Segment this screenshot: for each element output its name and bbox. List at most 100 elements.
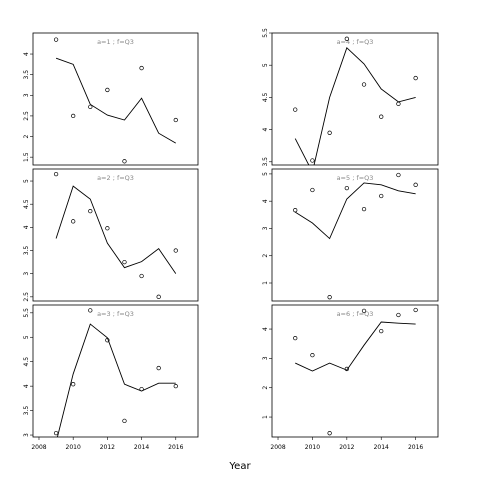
x-tick-label: 2014 [134, 444, 149, 451]
panel-title: a=3 ; f=Q3 [97, 310, 134, 318]
x-axis-label: Year [228, 461, 251, 472]
data-point [379, 114, 384, 119]
y-tick-label: 3 [23, 272, 30, 276]
data-point [310, 187, 315, 193]
panel-frame [271, 304, 439, 438]
data-point [327, 130, 332, 135]
data-point [413, 182, 418, 187]
data-point [396, 312, 401, 318]
panel-frame [32, 32, 199, 166]
data-point [71, 219, 76, 224]
fit-line [295, 321, 416, 372]
fit-line [294, 182, 416, 240]
y-tick-label: 4 [23, 52, 30, 56]
data-point [344, 366, 349, 372]
data-point [344, 36, 349, 41]
data-point [122, 418, 127, 424]
y-tick-label: 4.5 [23, 199, 30, 209]
y-tick-label: 2 [262, 254, 269, 258]
data-point [122, 259, 127, 265]
data-point [396, 172, 401, 178]
y-tick-label: 3.5 [23, 246, 30, 256]
y-tick-label: 4 [262, 327, 269, 331]
panel-title: a=1 ; f=Q3 [97, 38, 134, 46]
y-tick-label: 4 [23, 384, 30, 388]
x-tick-label: 2008 [270, 444, 285, 451]
y-tick-label: 2 [262, 386, 269, 390]
y-tick-label: 3 [262, 356, 269, 360]
data-point [413, 307, 418, 313]
data-point [327, 431, 332, 436]
panel: a=6 ; f=Q3 1 2 3 4 2008 2010 2012 2014 2016 [262, 304, 439, 451]
panel-title: a=4 ; f=Q3 [337, 38, 374, 46]
y-tick-label: 1 [262, 281, 269, 285]
y-tick-label: 4 [262, 199, 269, 203]
data-point [173, 248, 178, 253]
x-tick-label: 2016 [408, 444, 423, 451]
data-point [173, 384, 178, 389]
data-point [173, 117, 178, 123]
data-point [310, 158, 315, 163]
y-tick-label: 2.5 [23, 111, 30, 121]
data-point [105, 226, 110, 231]
fit-line [56, 323, 176, 437]
x-tick-label: 2008 [31, 444, 46, 451]
data-point [88, 308, 93, 313]
panel: a=1 ; f=Q3 1.5 2 2.5 3 3.5 4 [23, 32, 199, 166]
x-tick-label: 2016 [168, 444, 183, 451]
panel: a=2 ; f=Q3 2.5 3 3.5 4 4.5 5 [23, 168, 199, 302]
panel-frame [271, 32, 439, 166]
y-tick-label: 3 [23, 433, 30, 437]
y-tick-label: 3.5 [23, 70, 30, 80]
panel-title: a=2 ; f=Q3 [97, 174, 134, 182]
y-tick-label: 5 [23, 179, 30, 183]
data-point [344, 185, 349, 191]
y-tick-label: 2 [23, 134, 30, 138]
fit-line [294, 47, 416, 165]
y-tick-label: 2.5 [23, 292, 30, 302]
data-point [396, 101, 401, 106]
fit-line [55, 185, 177, 274]
data-point [53, 37, 59, 42]
data-point [122, 159, 127, 164]
panel-frame [271, 168, 439, 302]
data-point [88, 208, 93, 214]
data-point [293, 208, 298, 213]
x-tick-label: 2012 [100, 444, 115, 451]
panel: a=5 ; f=Q3 1 2 3 4 5 [262, 168, 439, 302]
data-point [156, 294, 161, 299]
y-tick-label: 1 [262, 415, 269, 419]
y-tick-label: 4 [262, 127, 269, 131]
y-tick-label: 5 [23, 335, 30, 339]
data-point [105, 338, 110, 343]
data-point [71, 113, 76, 119]
data-point [139, 386, 144, 392]
y-tick-label: 5.5 [262, 28, 269, 38]
fit-line [55, 57, 176, 144]
x-tick-label: 2012 [339, 444, 354, 451]
data-point [379, 328, 384, 334]
y-tick-label: 5.5 [23, 308, 30, 318]
data-point [361, 82, 367, 87]
panel-frame [32, 168, 199, 302]
y-tick-label: 5 [262, 172, 269, 176]
panel: a=4 ; f=Q3 3.5 4 4.5 5 5.5 [262, 28, 439, 167]
y-tick-label: 3.5 [262, 157, 269, 167]
panel-title: a=6 ; f=Q3 [337, 310, 374, 318]
data-point [53, 430, 59, 436]
data-point [139, 65, 144, 71]
y-tick-label: 5 [262, 63, 269, 67]
x-tick-label: 2010 [66, 444, 81, 451]
y-tick-label: 4.5 [23, 357, 30, 367]
y-tick-label: 4 [23, 225, 30, 229]
data-point [88, 104, 93, 109]
y-tick-label: 3 [262, 226, 269, 230]
panel: a=3 ; f=Q3 3 3.5 4 4.5 5 5.5 2008 2010 2012 2014 20… [23, 304, 199, 451]
x-tick-label: 2014 [374, 444, 389, 451]
data-point [293, 107, 298, 112]
data-point [71, 382, 76, 387]
data-point [310, 353, 315, 358]
y-tick-label: 3.5 [23, 406, 30, 416]
